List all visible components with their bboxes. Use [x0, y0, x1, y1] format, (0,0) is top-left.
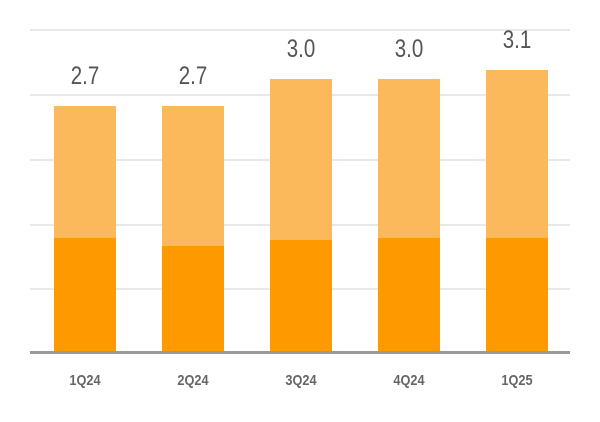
- bar-segment-upper: [270, 79, 332, 240]
- bar-segment-lower: [54, 238, 116, 352]
- bar-segment-lower: [486, 238, 548, 352]
- x-axis-label: 1Q25: [501, 372, 533, 389]
- bar-1q25: [486, 70, 548, 352]
- gridline: [30, 29, 570, 31]
- data-label: 2.7: [70, 62, 100, 90]
- bar-segment-upper: [486, 70, 548, 238]
- bar-segment-lower: [162, 246, 224, 352]
- bar-segment-upper: [378, 79, 440, 238]
- x-axis-label: 2Q24: [177, 372, 209, 389]
- data-label: 3.0: [286, 35, 316, 63]
- data-label: 3.1: [502, 26, 532, 54]
- bar-segment-upper: [162, 106, 224, 246]
- bar-segment-lower: [378, 238, 440, 352]
- x-axis-line: [30, 351, 570, 354]
- x-axis-label: 4Q24: [393, 372, 425, 389]
- bar-segment-upper: [54, 106, 116, 238]
- x-axis-label: 3Q24: [285, 372, 317, 389]
- bar-3q24: [270, 79, 332, 352]
- bar-4q24: [378, 79, 440, 352]
- data-label: 3.0: [394, 35, 424, 63]
- data-label: 2.7: [178, 62, 208, 90]
- bar-segment-lower: [270, 240, 332, 352]
- x-axis-label: 1Q24: [69, 372, 101, 389]
- bar-1q24: [54, 106, 116, 352]
- bar-2q24: [162, 106, 224, 352]
